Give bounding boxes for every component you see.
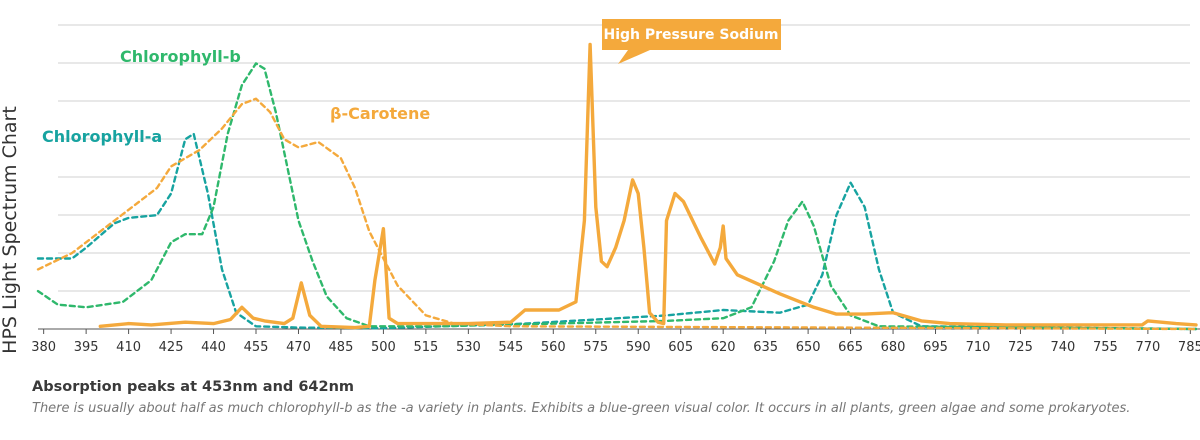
x-tick-label: 485 — [329, 340, 354, 355]
caption-body: There is usually about half as much chlo… — [32, 401, 1131, 416]
x-tick-label: 425 — [159, 340, 184, 355]
hps-line — [98, 42, 1198, 330]
chlorophyll-a-label: Chlorophyll-a — [42, 127, 162, 146]
x-tick-label: 635 — [753, 340, 778, 355]
x-tick-label: 755 — [1093, 340, 1118, 355]
caption-title: Absorption peaks at 453nm and 642nm — [32, 379, 355, 395]
beta-carotene-label: β-Carotene — [330, 104, 430, 123]
beta-carotene-line — [36, 97, 1198, 331]
x-tick-label: 575 — [583, 340, 608, 355]
x-tick-label: 770 — [1135, 340, 1160, 355]
hps-callout-label: High Pressure Sodium — [603, 27, 778, 43]
spectrum-chart: HPS Light Spectrum Chart 380 395 410 425 440… — [0, 0, 1200, 372]
series-layer — [36, 42, 1198, 331]
x-tick-label: 650 — [796, 340, 821, 355]
x-axis-ticks: 380 395 410 425 440 455 470 485 500 515 530 545 560 5… — [31, 329, 1200, 355]
x-tick-label: 695 — [923, 340, 948, 355]
y-axis-label: HPS Light Spectrum Chart — [0, 106, 21, 354]
x-tick-label: 500 — [371, 340, 396, 355]
x-tick-label: 515 — [413, 340, 438, 355]
x-tick-label: 530 — [456, 340, 481, 355]
x-tick-label: 710 — [966, 340, 991, 355]
x-tick-label: 470 — [286, 340, 311, 355]
x-tick-label: 545 — [498, 340, 523, 355]
x-tick-label: 455 — [244, 340, 269, 355]
x-tick-label: 410 — [116, 340, 141, 355]
hps-callout: High Pressure Sodium — [602, 19, 781, 64]
x-tick-label: 440 — [201, 340, 226, 355]
chlorophyll-b-line — [36, 62, 1198, 331]
x-tick-label: 620 — [711, 340, 736, 355]
chlorophyll-b-label: Chlorophyll-b — [120, 47, 241, 66]
x-tick-label: 605 — [668, 340, 693, 355]
x-tick-label: 590 — [626, 340, 651, 355]
x-tick-label: 785 — [1178, 340, 1200, 355]
hps-callout-bubble — [602, 19, 781, 64]
x-tick-label: 740 — [1051, 340, 1076, 355]
x-tick-label: 725 — [1008, 340, 1033, 355]
x-tick-label: 380 — [31, 340, 56, 355]
x-tick-label: 395 — [74, 340, 99, 355]
x-tick-label: 560 — [541, 340, 566, 355]
x-tick-label: 665 — [838, 340, 863, 355]
x-tick-label: 680 — [881, 340, 906, 355]
chart-background — [0, 0, 1200, 372]
